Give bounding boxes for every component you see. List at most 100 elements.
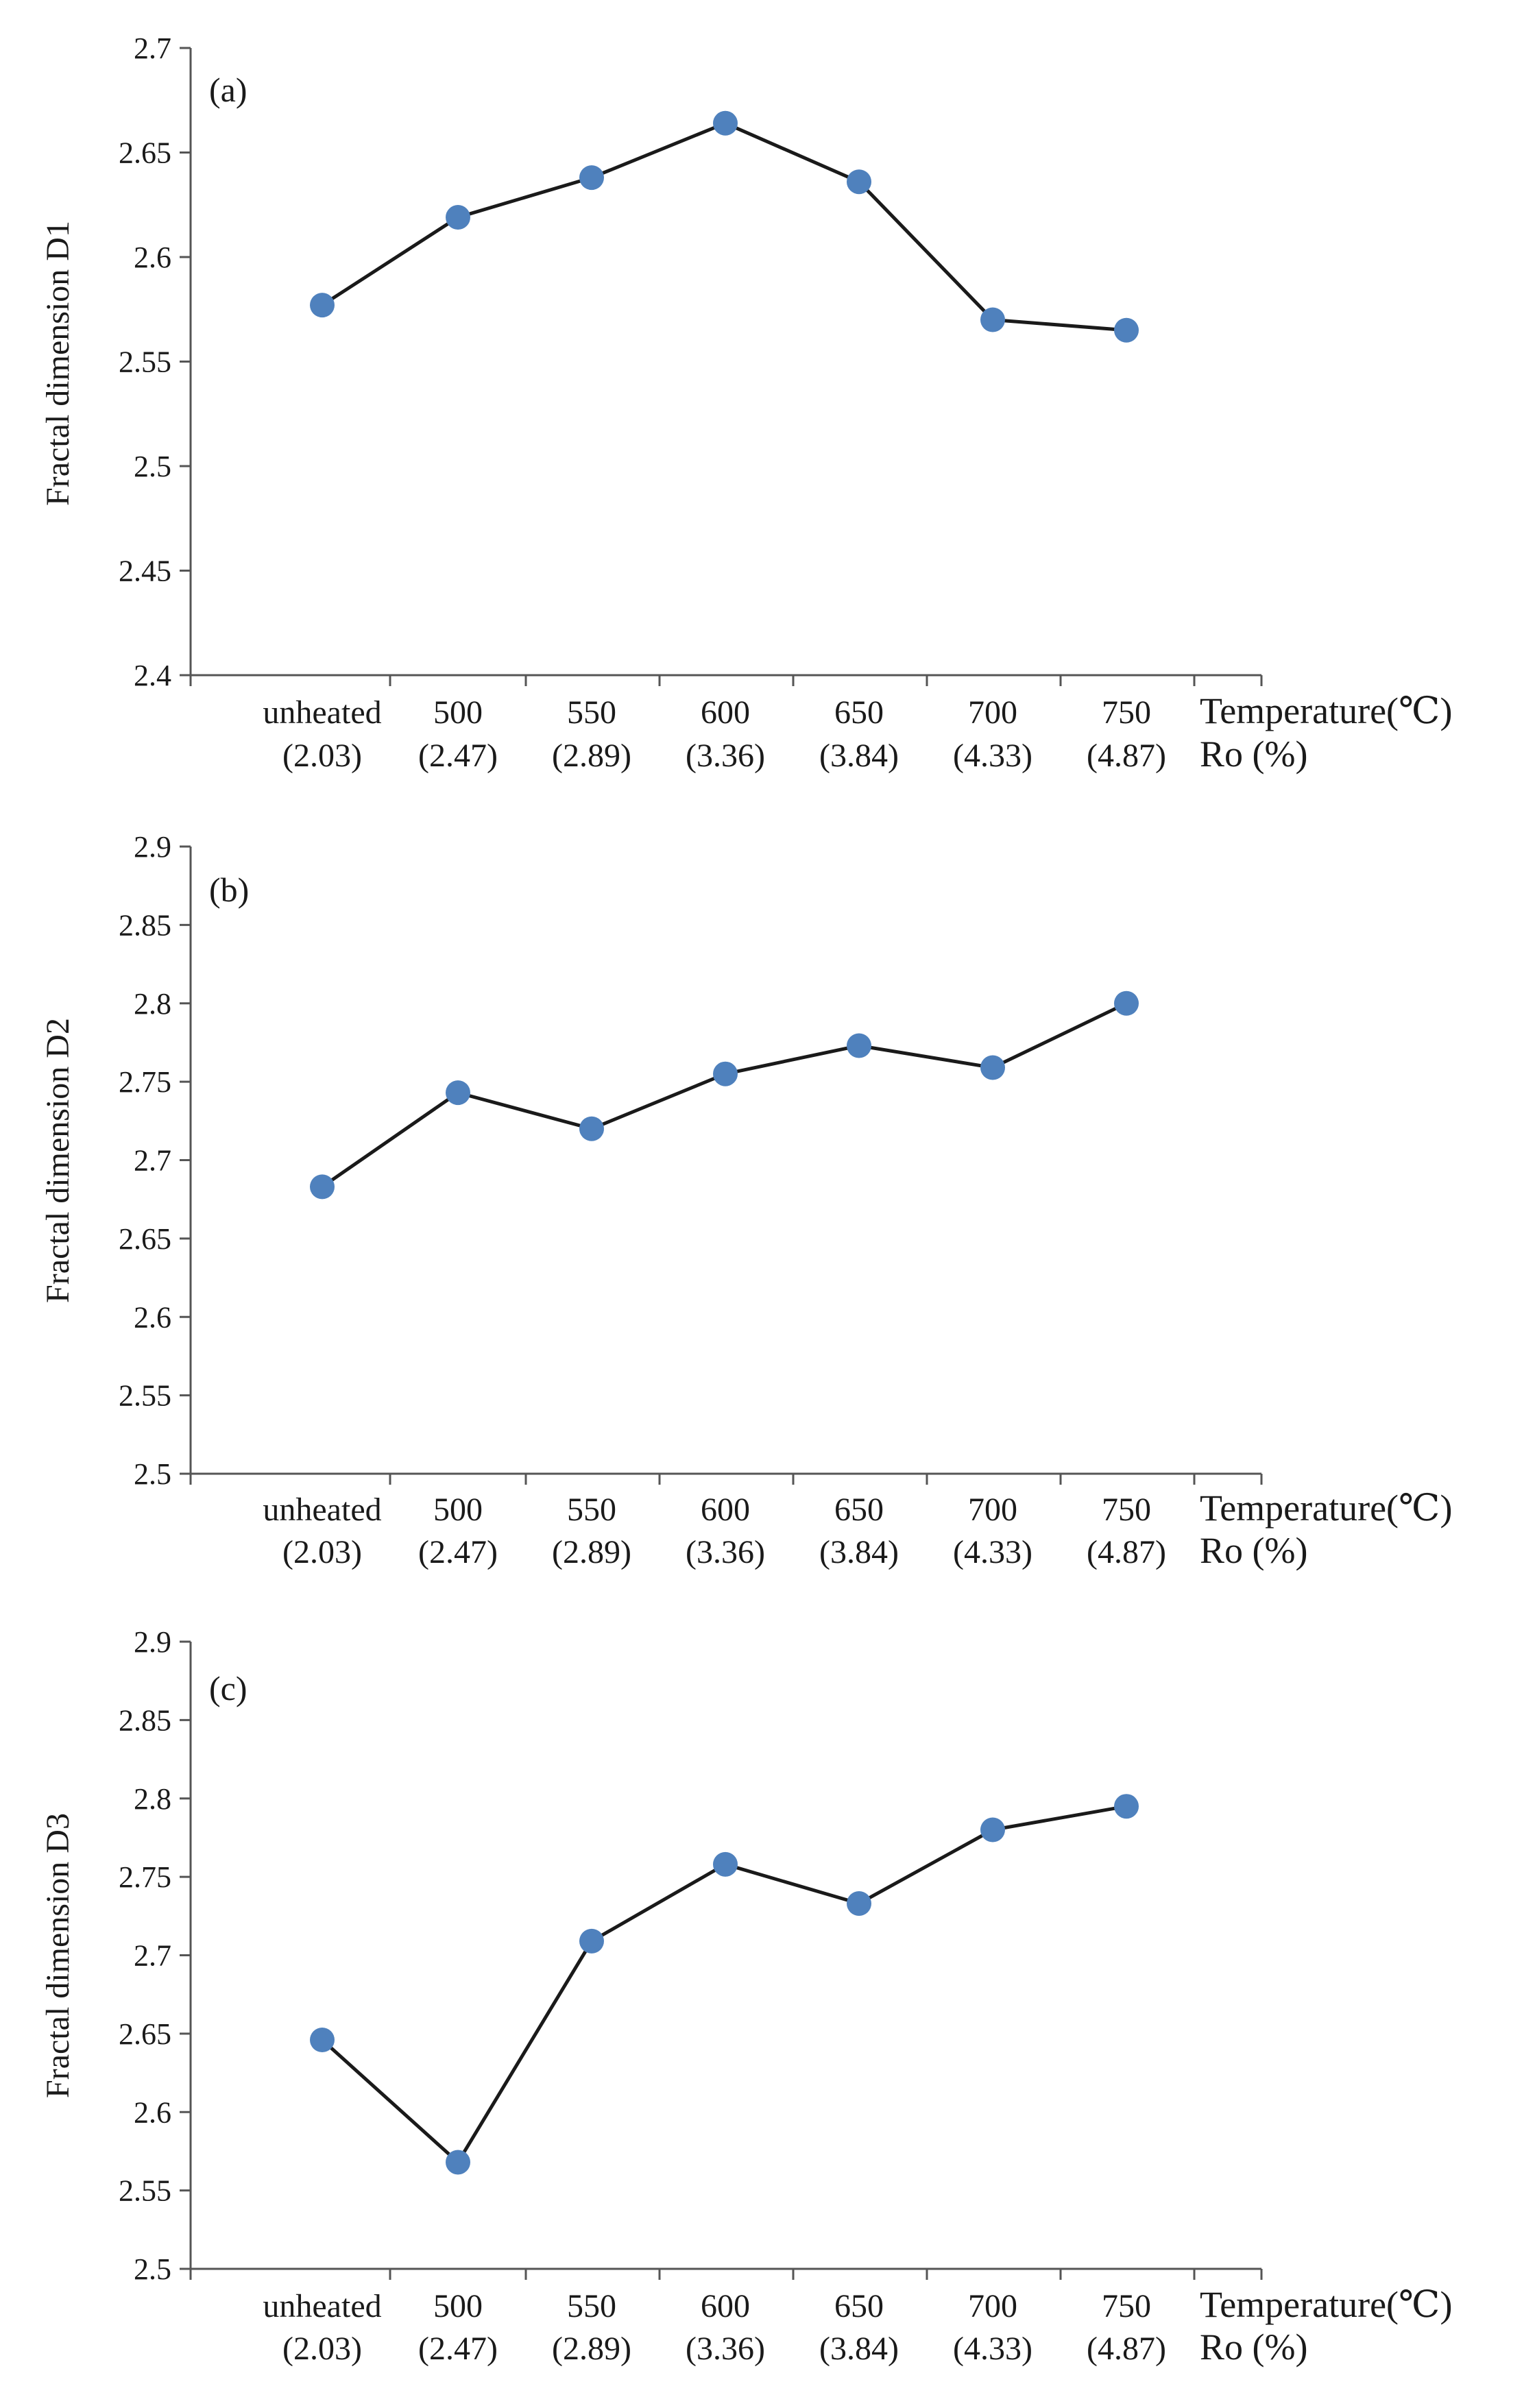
y-tick-label: 2.8 xyxy=(134,987,171,1021)
x-category-ro-label: (4.87) xyxy=(1087,2331,1166,2367)
data-point-D2-1 xyxy=(310,1174,335,1200)
x-category-ro-label: (3.84) xyxy=(819,2331,899,2367)
y-axis-title: Fractal dimension D2 xyxy=(40,1018,76,1303)
x-category-label: 700 xyxy=(968,1492,1017,1528)
y-tick-label: 2.6 xyxy=(134,241,171,274)
data-point-D2-7 xyxy=(1114,990,1139,1016)
y-tick-label: 2.7 xyxy=(134,32,171,65)
x-category-label: unheated xyxy=(263,1492,381,1528)
x-category-label: 550 xyxy=(567,1492,616,1528)
data-point-D3-5 xyxy=(847,1891,871,1917)
y-tick-label: 2.55 xyxy=(119,1379,171,1413)
x-category-label: 750 xyxy=(1102,694,1151,731)
x-axis-title-ro: Ro (%) xyxy=(1200,1530,1307,1571)
x-category-label: 600 xyxy=(701,1492,750,1528)
x-category-ro-label: (2.47) xyxy=(418,1534,498,1570)
y-tick-label: 2.5 xyxy=(134,450,171,483)
y-tick-label: 2.4 xyxy=(134,659,171,692)
x-category-ro-label: (2.47) xyxy=(418,738,498,774)
y-tick-label: 2.45 xyxy=(119,555,171,588)
y-tick-label: 2.75 xyxy=(119,1065,171,1099)
x-category-ro-label: (4.87) xyxy=(1087,738,1166,774)
x-category-label: 650 xyxy=(834,1492,884,1528)
chart-panel-a: 2.4 2.45 2.5 2.55 2.6 2.65 2.7 unheated (2.03) 50… xyxy=(40,32,1452,775)
series-line-D1 xyxy=(321,121,1127,332)
x-category-label: unheated xyxy=(263,2288,381,2324)
x-category-label: 700 xyxy=(968,694,1017,731)
x-category-ro-label: (2.89) xyxy=(552,1534,631,1570)
x-category-label: 600 xyxy=(701,694,750,731)
y-tick-label: 2.9 xyxy=(134,1625,171,1659)
chart-panel-c: 2.5 2.55 2.6 2.65 2.7 2.75 2.8 2.85 2.9 unheated (… xyxy=(40,1625,1452,2368)
x-category-ro-label: (2.47) xyxy=(418,2331,498,2367)
x-category-ro-label: (3.36) xyxy=(686,2331,765,2367)
x-axis-title-ro: Ro (%) xyxy=(1200,2326,1307,2368)
y-tick-label: 2.65 xyxy=(119,136,171,170)
x-category-label: 750 xyxy=(1102,1492,1151,1528)
data-point-D3-2 xyxy=(446,2150,470,2175)
y-tick-label: 2.65 xyxy=(119,2017,171,2051)
x-category-ro-label: (4.87) xyxy=(1087,1534,1166,1570)
y-tick-label: 2.9 xyxy=(134,830,171,864)
x-category-ro-label: (3.36) xyxy=(686,738,765,774)
x-category-ro-label: (2.89) xyxy=(552,738,631,774)
x-category-ro-label: (4.33) xyxy=(953,1534,1032,1570)
data-point-D2-5 xyxy=(847,1033,871,1058)
data-point-D1-4 xyxy=(713,110,738,136)
data-point-D2-4 xyxy=(713,1061,738,1086)
x-category-label: 500 xyxy=(433,2288,483,2324)
data-point-D1-7 xyxy=(1114,317,1139,343)
data-point-D3-1 xyxy=(310,2028,335,2053)
x-category-label: 550 xyxy=(567,2288,616,2324)
x-category-ro-label: (4.33) xyxy=(953,738,1032,774)
data-point-D1-3 xyxy=(579,165,604,191)
y-tick-label: 2.75 xyxy=(119,1860,171,1894)
data-point-D3-3 xyxy=(579,1928,604,1954)
y-tick-label: 2.65 xyxy=(119,1222,171,1256)
data-point-D3-6 xyxy=(980,1817,1005,1843)
series-line-D2 xyxy=(321,1001,1128,1189)
x-axis-title-temperature: Temperature(℃) xyxy=(1200,690,1452,731)
y-tick-label: 2.6 xyxy=(134,1300,171,1334)
x-axis-title-ro: Ro (%) xyxy=(1200,733,1307,775)
x-category-label: 600 xyxy=(701,2288,750,2324)
x-category-label: 700 xyxy=(968,2288,1017,2324)
x-category-ro-label: (2.03) xyxy=(282,2331,362,2367)
x-axis-title-temperature: Temperature(℃) xyxy=(1200,1487,1452,1529)
y-tick-label: 2.5 xyxy=(134,1457,171,1491)
panel-label: (b) xyxy=(209,871,249,909)
x-category-ro-label: (2.03) xyxy=(282,738,362,774)
y-tick-label: 2.85 xyxy=(119,908,171,942)
x-category-ro-label: (3.36) xyxy=(686,1534,765,1570)
chart-panel-b: 2.5 2.55 2.6 2.65 2.7 2.75 2.8 2.85 2.9 unheated (… xyxy=(40,830,1452,1571)
data-point-D1-1 xyxy=(310,293,335,318)
x-category-ro-label: (2.89) xyxy=(552,2331,631,2367)
x-category-label: 500 xyxy=(433,1492,483,1528)
x-category-ro-label: (3.84) xyxy=(819,738,899,774)
y-tick-label: 2.7 xyxy=(134,1144,171,1178)
y-tick-label: 2.7 xyxy=(134,1939,171,1973)
y-tick-label: 2.6 xyxy=(134,2095,171,2129)
x-category-ro-label: (4.33) xyxy=(953,2331,1032,2367)
panel-label: (c) xyxy=(209,1669,247,1707)
data-point-D1-6 xyxy=(980,307,1005,332)
x-category-label: unheated xyxy=(263,694,381,731)
data-point-D2-6 xyxy=(980,1055,1005,1080)
y-axis-title: Fractal dimension D1 xyxy=(40,221,76,506)
data-point-D3-4 xyxy=(713,1851,738,1877)
x-category-label: 500 xyxy=(433,694,483,731)
x-category-ro-label: (2.03) xyxy=(282,1534,362,1570)
data-point-D1-5 xyxy=(847,169,871,195)
panel-label: (a) xyxy=(209,71,247,109)
x-category-label: 650 xyxy=(834,694,884,731)
x-category-ro-label: (3.84) xyxy=(819,1534,899,1570)
y-tick-label: 2.8 xyxy=(134,1782,171,1816)
data-point-D1-2 xyxy=(446,205,470,230)
x-axis-title-temperature: Temperature(℃) xyxy=(1200,2284,1452,2325)
x-category-label: 650 xyxy=(834,2288,884,2324)
y-tick-label: 2.5 xyxy=(134,2252,171,2286)
y-axis-title: Fractal dimension D3 xyxy=(40,1813,76,2098)
y-tick-label: 2.55 xyxy=(119,345,171,379)
y-tick-label: 2.85 xyxy=(119,1703,171,1737)
